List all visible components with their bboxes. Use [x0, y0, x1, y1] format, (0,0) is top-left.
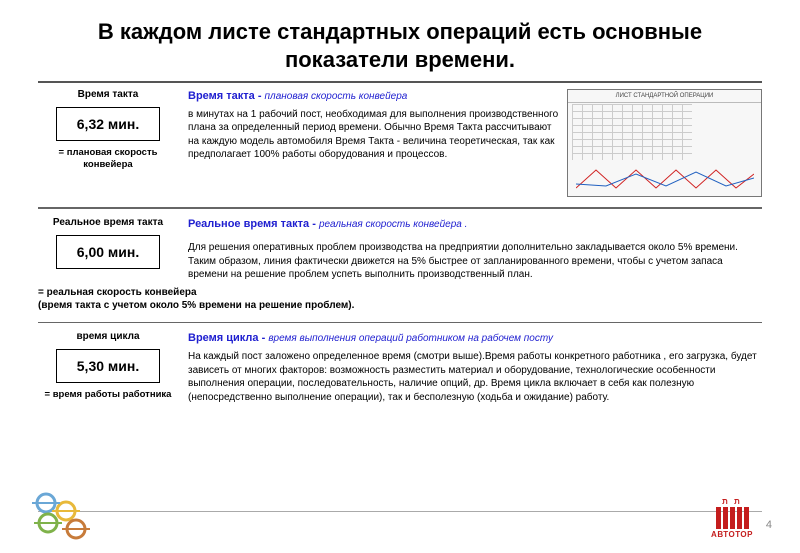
logo-text: АВТОТОР: [708, 530, 756, 539]
page-number: 4: [766, 519, 772, 531]
section-takt-time: Время такта 6,32 мин. = плановая скорост…: [38, 89, 762, 197]
section-cycle-time: время цикла 5,30 мин. = время работы раб…: [38, 331, 762, 404]
term: Время цикла: [188, 332, 259, 344]
thumb-title: ЛИСТ СТАНДАРТНОЙ ОПЕРАЦИИ: [568, 90, 761, 103]
value-box: 6,00 мин.: [56, 235, 160, 269]
footer-rule: [38, 511, 762, 512]
term-definition: реальная скорость конвейера: [319, 219, 462, 230]
slide-title: В каждом листе стандартных операций есть…: [38, 18, 762, 73]
body-text: На каждый пост заложено определенное вре…: [188, 350, 762, 404]
body-text: Для решения оперативных проблем производ…: [188, 241, 762, 282]
divider: [38, 322, 762, 324]
left-label: время цикла: [38, 331, 178, 343]
left-caption: = время работы работника: [38, 389, 178, 401]
divider: [38, 207, 762, 209]
worksheet-thumbnail: ЛИСТ СТАНДАРТНОЙ ОПЕРАЦИИ: [567, 89, 762, 197]
left-caption: = плановая скорость конвейера: [38, 147, 178, 171]
wide-caption: = реальная скорость конвейера (время так…: [38, 286, 762, 312]
term-definition: плановая скорость конвейера: [265, 91, 408, 102]
value-box: 5,30 мин.: [56, 349, 160, 383]
term: Реальное время такта: [188, 218, 309, 230]
gears-icon: [28, 489, 110, 541]
term: Время такта: [188, 90, 255, 102]
footer: ת ת АВТОТОР 4: [0, 489, 800, 545]
term-definition: время выполнения операций работником на …: [268, 333, 553, 344]
left-label: Реальное время такта: [38, 217, 178, 229]
value-box: 6,32 мин.: [56, 107, 160, 141]
avtotor-logo: ת ת АВТОТОР: [708, 497, 756, 539]
divider-top: [38, 81, 762, 83]
left-label: Время такта: [38, 89, 178, 101]
section-real-takt-time: Реальное время такта 6,00 мин. Реальное …: [38, 217, 762, 282]
